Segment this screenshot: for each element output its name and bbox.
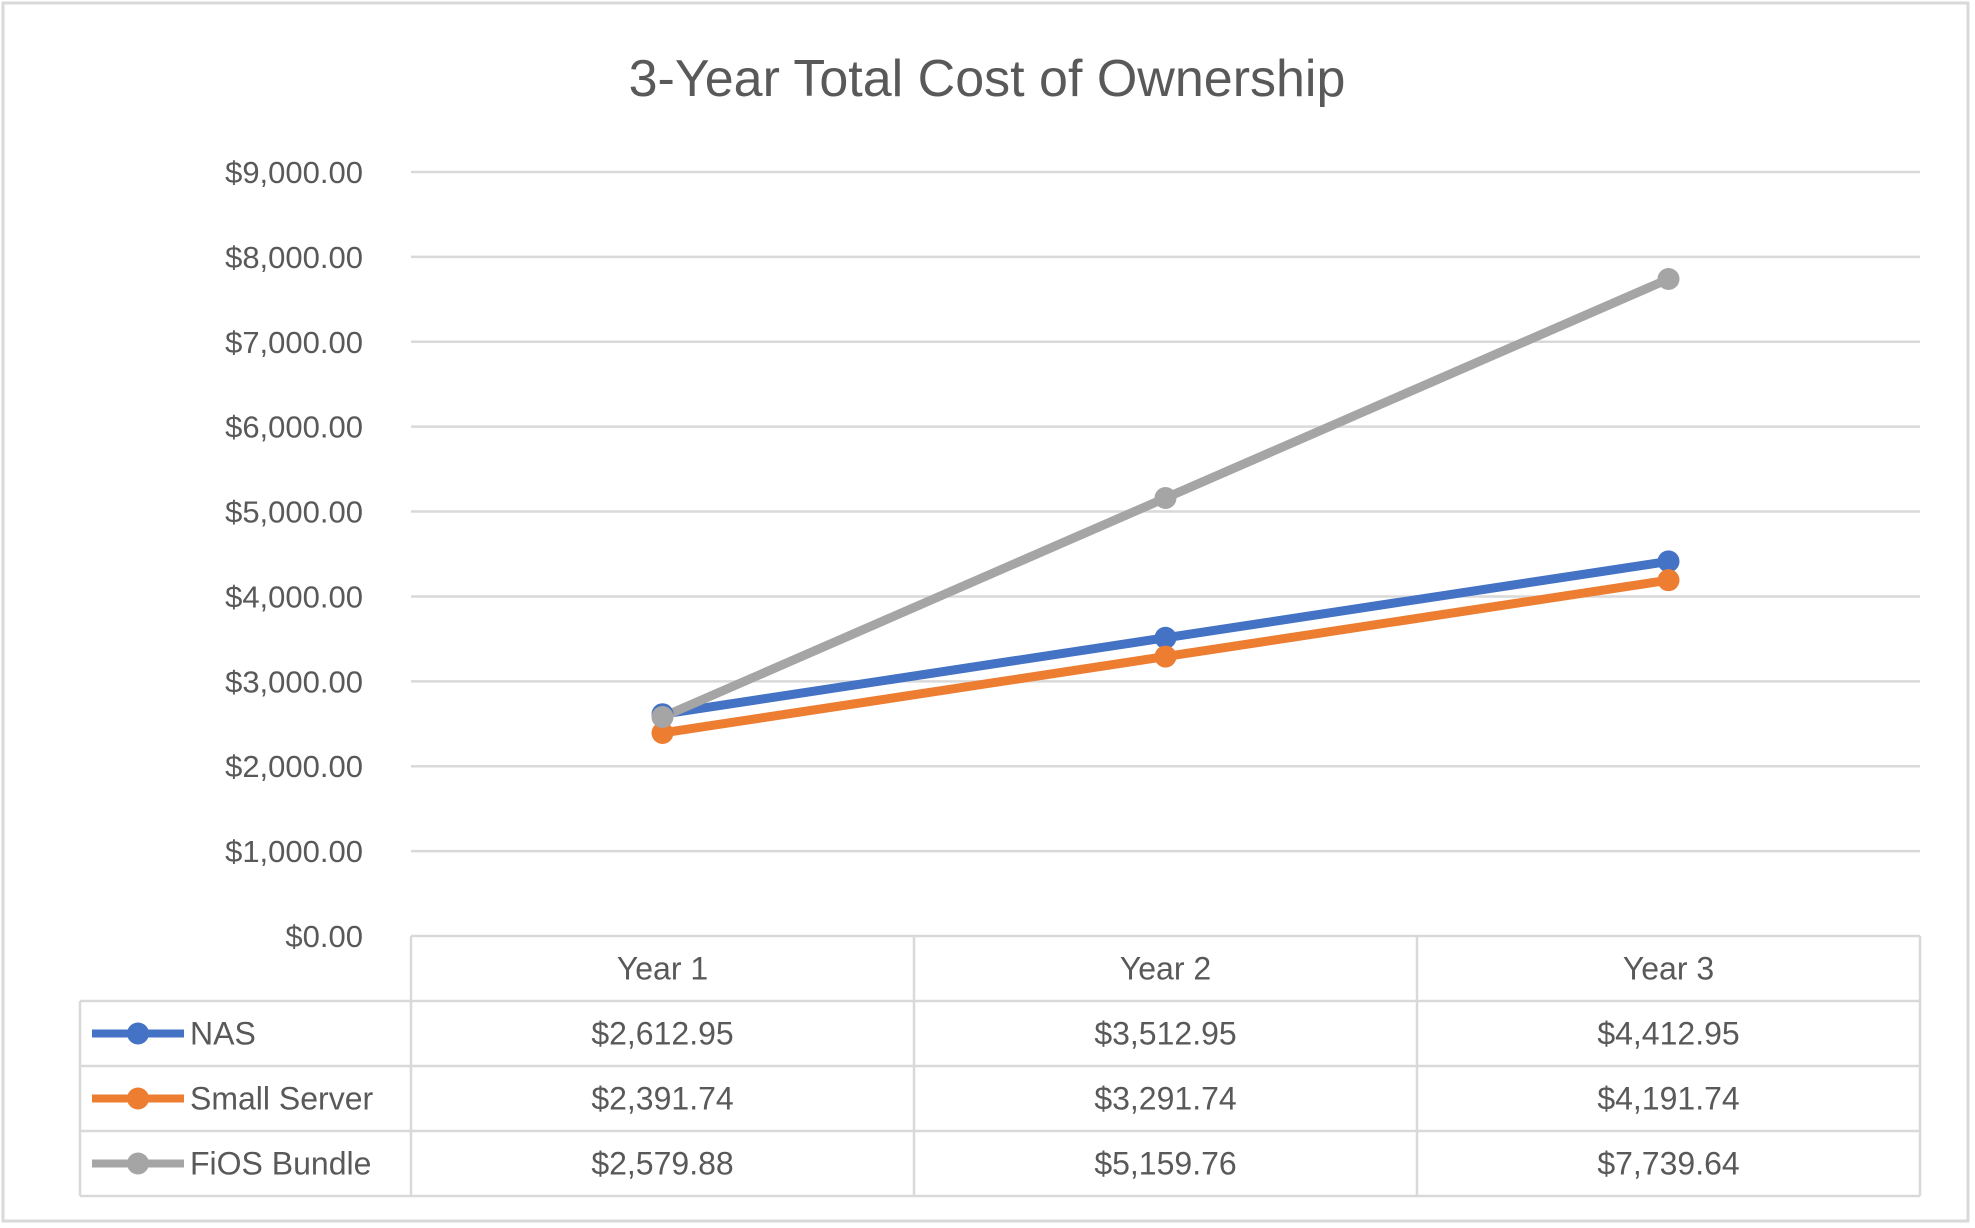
y-tick-label: $6,000.00 <box>225 410 363 445</box>
y-tick-label: $4,000.00 <box>225 579 363 614</box>
x-category-label: Year 2 <box>1120 951 1211 987</box>
data-table-cell: $2,579.88 <box>591 1146 733 1182</box>
data-table-cell: $2,391.74 <box>591 1081 733 1117</box>
data-point-1-0 <box>651 721 674 744</box>
data-point-2-0 <box>651 705 674 728</box>
legend-marker-0 <box>127 1022 149 1045</box>
y-tick-label: $3,000.00 <box>225 664 363 699</box>
y-tick-label: $9,000.00 <box>225 155 363 190</box>
chart-title: 3-Year Total Cost of Ownership <box>629 50 1346 108</box>
legend-label: NAS <box>190 1016 256 1052</box>
y-tick-label: $7,000.00 <box>225 325 363 360</box>
data-point-1-2 <box>1657 569 1680 592</box>
legend-marker-1 <box>127 1087 149 1110</box>
y-tick-label: $8,000.00 <box>225 240 363 275</box>
legend-label: Small Server <box>190 1081 374 1117</box>
data-table-cell: $2,612.95 <box>591 1016 733 1052</box>
data-point-2-2 <box>1657 267 1680 290</box>
data-point-0-1 <box>1154 626 1177 649</box>
y-tick-label: $1,000.00 <box>225 834 363 869</box>
legend-label: FiOS Bundle <box>190 1146 371 1182</box>
y-tick-label: $5,000.00 <box>225 495 363 530</box>
data-point-0-2 <box>1657 550 1680 573</box>
data-table-cell: $3,512.95 <box>1094 1016 1236 1052</box>
data-point-1-1 <box>1154 645 1177 668</box>
data-table-cell: $4,412.95 <box>1597 1016 1739 1052</box>
data-table-cell: $3,291.74 <box>1094 1081 1236 1117</box>
legend-marker-2 <box>127 1152 149 1175</box>
data-table-cell: $7,739.64 <box>1597 1146 1739 1182</box>
data-table-cell: $5,159.76 <box>1094 1146 1236 1182</box>
data-point-2-1 <box>1154 486 1177 509</box>
y-tick-label: $2,000.00 <box>225 749 363 784</box>
y-tick-label: $0.00 <box>285 919 363 954</box>
x-category-label: Year 3 <box>1623 951 1714 987</box>
x-category-label: Year 1 <box>617 951 708 987</box>
data-table-cell: $4,191.74 <box>1597 1081 1739 1117</box>
